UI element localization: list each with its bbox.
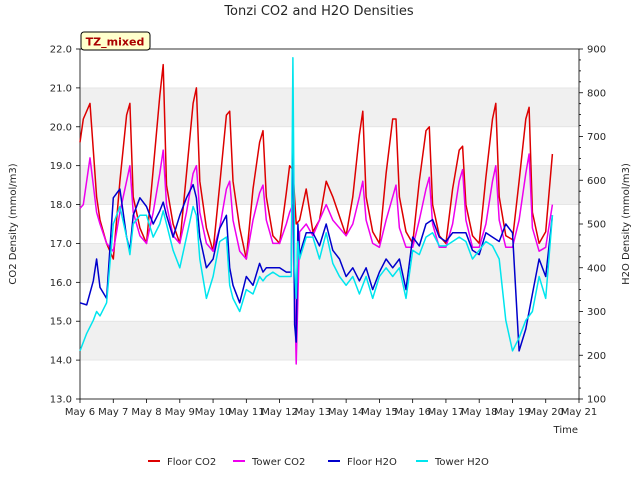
series-line-floor-co2	[79, 63, 554, 260]
grid-bands	[80, 87, 579, 361]
series-lines	[79, 57, 554, 365]
chart-title: Tonzi CO2 and H2O Densities	[223, 4, 414, 19]
y-axis-right-label: H2O Density (mmol/m3)	[621, 163, 632, 285]
legend-label-floor-co2: Floor CO2	[167, 457, 216, 468]
y-axis-left-label: CO2 Density (mmol/m3)	[8, 163, 19, 284]
y-axis-left-ticks: 13.0 14.0 15.0 16.0 17.0 18.0 19.0 20.0 21.0 22.0	[50, 45, 80, 406]
y-left-tick-label: 19.0	[50, 161, 72, 172]
site-badge: TZ_mixed	[80, 31, 151, 51]
y-right-tick-label: 900	[587, 45, 606, 56]
y-left-tick-label: 17.0	[50, 239, 72, 250]
y-right-tick-label: 500	[587, 220, 606, 231]
legend-label-floor-h2o: Floor H2O	[347, 457, 397, 468]
y-right-tick-label: 100	[587, 395, 606, 406]
y-left-tick-label: 16.0	[50, 278, 72, 289]
x-tick-label: May 21	[561, 407, 598, 418]
x-tick-label: May 17	[428, 407, 465, 418]
y-left-tick-label: 20.0	[50, 122, 72, 133]
series-line-tower-h2o	[79, 57, 554, 352]
series-line-floor-h2o	[79, 113, 554, 352]
x-tick-label: May 9	[165, 407, 195, 418]
y-right-tick-label: 400	[587, 263, 606, 274]
x-tick-label: May 11	[228, 407, 265, 418]
y-right-tick-label: 700	[587, 132, 606, 143]
x-tick-label: May 8	[131, 407, 161, 418]
x-axis-label: Time	[553, 425, 578, 436]
y-left-tick-label: 22.0	[50, 45, 72, 56]
y-left-tick-label: 14.0	[50, 356, 72, 367]
grid-band	[80, 321, 579, 361]
x-tick-label: May 7	[98, 407, 128, 418]
site-badge-box	[80, 31, 151, 51]
x-tick-label: May 13	[295, 407, 332, 418]
legend: Floor CO2 Tower CO2 Floor H2O Tower H2O	[148, 457, 489, 468]
y-right-tick-label: 800	[587, 88, 606, 99]
y-right-tick-label: 200	[587, 351, 606, 362]
x-tick-label: May 20	[527, 407, 564, 418]
x-tick-label: May 12	[261, 407, 298, 418]
y-left-tick-label: 13.0	[50, 395, 72, 406]
x-tick-label: May 6	[65, 407, 95, 418]
legend-label-tower-co2: Tower CO2	[251, 457, 305, 468]
series-line-tower-co2	[79, 149, 554, 365]
grid-band	[80, 87, 579, 127]
x-tick-label: May 15	[361, 407, 398, 418]
y-left-tick-label: 21.0	[50, 83, 72, 94]
y-left-tick-label: 18.0	[50, 200, 72, 211]
y-left-tick-label: 15.0	[50, 317, 72, 328]
y-axis-right-ticks: 100 200 300 400 500 600 700 800 900	[579, 45, 606, 406]
x-tick-label: May 19	[494, 407, 531, 418]
y-right-tick-label: 600	[587, 176, 606, 187]
y-right-tick-label: 300	[587, 307, 606, 318]
site-badge-label: TZ_mixed	[86, 36, 145, 49]
x-tick-label: May 18	[461, 407, 498, 418]
legend-label-tower-h2o: Tower H2O	[434, 457, 489, 468]
x-tick-label: May 10	[195, 407, 232, 418]
x-tick-label: May 14	[328, 407, 365, 418]
x-tick-label: May 16	[394, 407, 431, 418]
